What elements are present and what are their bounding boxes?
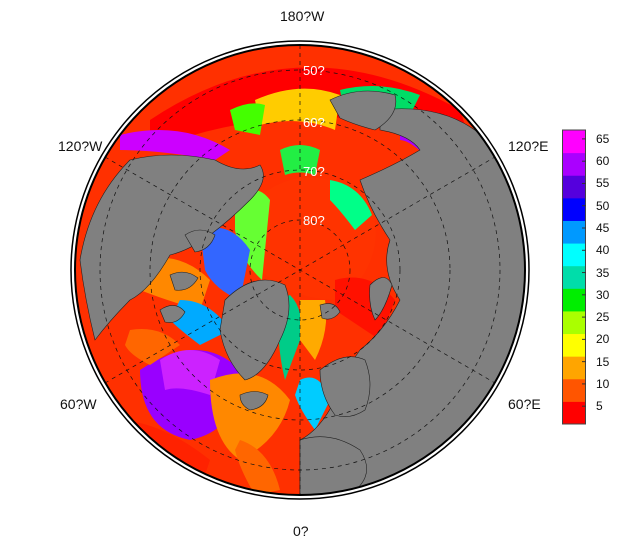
lat-label-70: 70?	[303, 164, 325, 179]
colorbar	[562, 129, 586, 425]
colorbar-tick-label: 30	[596, 287, 610, 302]
colorbar-segment	[562, 130, 586, 154]
lon-label-120w: 120?W	[58, 138, 103, 154]
colorbar-tick-label: 65	[596, 131, 610, 146]
colorbar-segment	[562, 401, 586, 425]
colorbar-tick-label: 55	[596, 176, 610, 191]
colorbar-tick-label: 60	[596, 154, 610, 169]
colorbar-segment	[562, 333, 586, 357]
colorbar-segment	[562, 175, 586, 199]
graticule	[99, 45, 501, 495]
colorbar-tick-label: 10	[596, 376, 610, 391]
latitude-labels: 50? 60? 70? 80?	[303, 63, 325, 228]
colorbar-segment	[562, 288, 586, 312]
lon-label-60w: 60?W	[60, 396, 97, 412]
colorbar-tick-label: 45	[596, 221, 610, 235]
colorbar-segment	[562, 265, 586, 289]
colorbar-segment	[562, 220, 586, 244]
lon-label-120e: 120?E	[508, 138, 549, 154]
colorbar-tick-label: 35	[596, 265, 610, 280]
lon-label-0: 0?	[293, 523, 309, 539]
colorbar-segment	[562, 378, 586, 402]
lon-label-180w: 180?W	[280, 8, 325, 24]
lat-label-50: 50?	[303, 63, 325, 78]
lat-label-60: 60?	[303, 115, 325, 130]
colorbar-tick-label: 20	[596, 332, 610, 347]
colorbar-tick-label: 5	[596, 399, 603, 414]
land-masses	[79, 90, 525, 495]
colorbar-tick-label: 25	[596, 310, 610, 325]
colorbar-segment	[562, 152, 586, 176]
colorbar-tick-label: 50	[596, 198, 610, 213]
colorbar-segment	[562, 197, 586, 221]
lon-label-60e: 60?E	[508, 396, 541, 412]
lat-label-80: 80?	[303, 213, 325, 228]
colorbar-segment	[562, 310, 586, 335]
colorbar-tick-label: 40	[596, 243, 610, 258]
colorbar-tick-label: 15	[596, 354, 610, 369]
map-border	[70, 40, 530, 500]
colorbar-segment	[562, 356, 586, 380]
colorbar-segment	[562, 243, 586, 267]
colorbar-frame	[562, 129, 586, 425]
